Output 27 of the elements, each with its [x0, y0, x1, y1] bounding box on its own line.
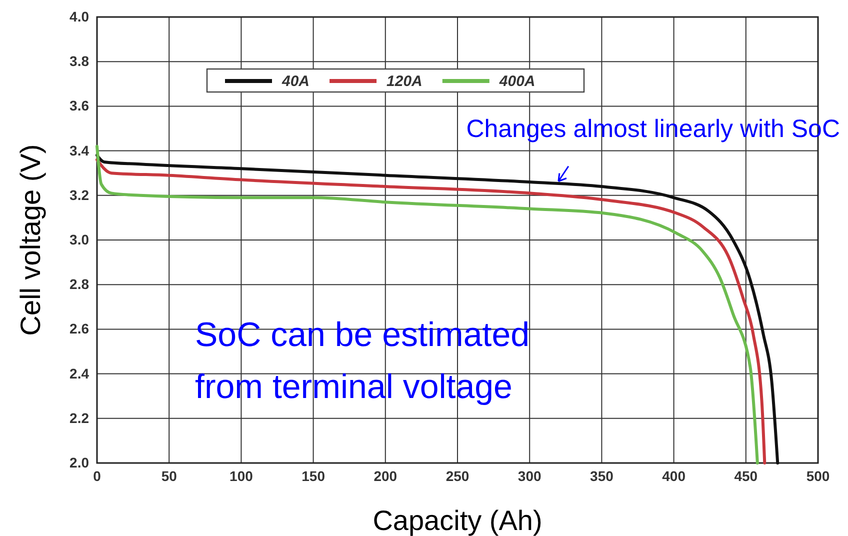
y-axis-title: Cell voltage (V) [15, 144, 46, 336]
legend-label: 400A [498, 73, 536, 90]
x-tick-label: 250 [446, 468, 470, 484]
y-tick-label: 3.2 [70, 186, 90, 203]
y-tick-label: 2.0 [70, 454, 90, 470]
x-tick-label: 0 [93, 468, 102, 484]
y-tick-label: 2.4 [70, 365, 90, 382]
x-tick-label: 450 [734, 468, 758, 484]
x-tick-label: 200 [374, 468, 398, 484]
x-tick-label: 150 [302, 468, 326, 484]
y-tick-label: 3.4 [70, 142, 90, 158]
x-axis-title: Capacity (Ah) [372, 505, 542, 536]
y-tick-label: 3.6 [70, 98, 90, 114]
x-tick-label: 350 [590, 468, 614, 484]
y-tick-label: 4.0 [70, 8, 90, 24]
legend-label: 40A [281, 73, 310, 90]
y-tick-label: 2.6 [70, 320, 90, 337]
x-tick-label: 50 [161, 468, 178, 484]
x-tick-label: 100 [230, 468, 254, 484]
x-tick-label: 300 [518, 468, 542, 484]
x-tick-label: 500 [806, 468, 830, 484]
y-tick-label: 2.2 [70, 410, 90, 426]
legend-label: 120A [386, 73, 422, 90]
x-tick-label: 400 [662, 468, 686, 484]
y-tick-label: 3.8 [70, 53, 90, 70]
y-tick-label: 3.0 [70, 231, 90, 248]
y-tick-label: 2.8 [70, 276, 90, 292]
